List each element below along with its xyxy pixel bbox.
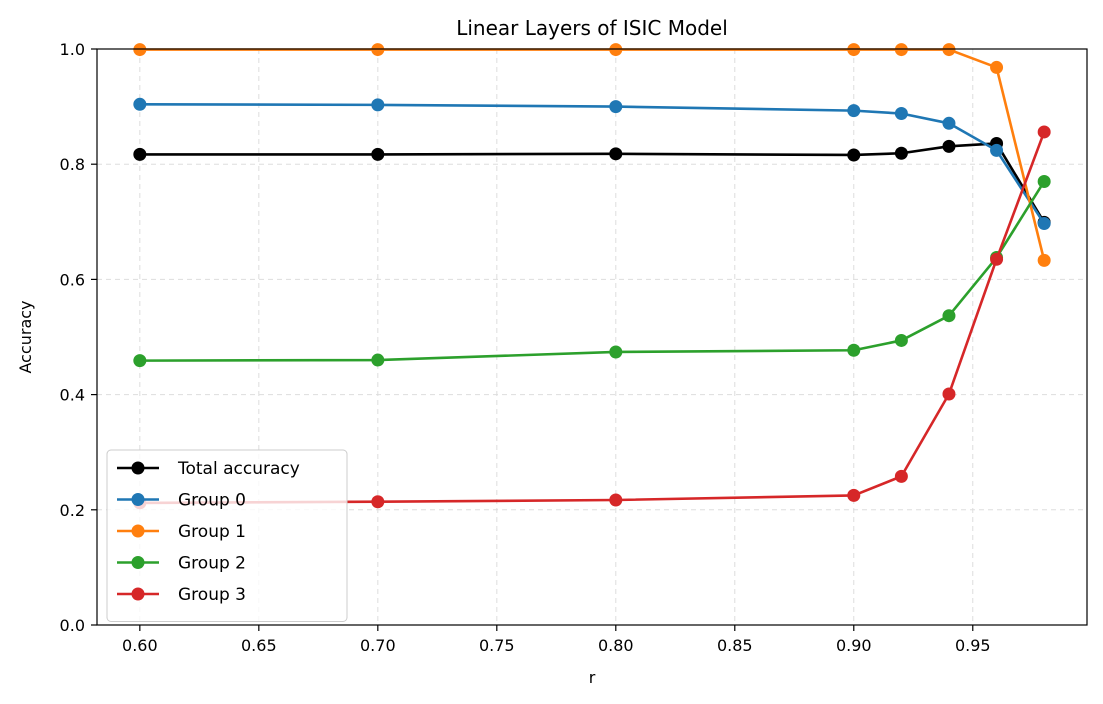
x-tick-label: 0.80 [598, 636, 634, 655]
x-axis-ticks: 0.60 0.65 0.70 0.75 0.80 0.85 0.90 0.95 [122, 625, 991, 655]
data-point-group-3 [609, 493, 623, 507]
legend: Total accuracy Group 0 Group 1 Group 2 Group… [106, 449, 348, 622]
data-point-group-2 [371, 353, 385, 367]
y-tick-label: 0.8 [60, 155, 85, 174]
data-point-total-accuracy [847, 148, 861, 162]
y-tick-label: 0.6 [60, 270, 85, 289]
x-tick-label: 0.75 [479, 636, 515, 655]
data-point-group-3 [1037, 125, 1051, 139]
series-line-group-3 [139, 131, 1046, 505]
data-point-group-3 [942, 387, 956, 401]
data-point-group-2 [133, 354, 147, 368]
data-point-group-3 [847, 488, 861, 502]
y-tick-label: 0.0 [60, 616, 85, 635]
data-point-group-3 [371, 495, 385, 509]
plot-frame [96, 48, 1088, 626]
data-point-total-accuracy [371, 147, 385, 161]
y-axis-title: Accuracy [16, 300, 35, 373]
data-point-group-0 [990, 143, 1004, 157]
data-point-total-accuracy [942, 139, 956, 153]
x-axis-title: r [589, 668, 596, 687]
y-tick-label: 0.4 [60, 386, 85, 405]
series-line-total-accuracy [139, 142, 1046, 224]
series-total-accuracy [133, 136, 1051, 229]
data-point-total-accuracy [894, 146, 908, 160]
data-point-total-accuracy [133, 147, 147, 161]
data-point-group-0 [371, 98, 385, 112]
series-line-group-2 [139, 180, 1046, 362]
x-tick-label: 0.90 [836, 636, 872, 655]
series-group-0 [133, 97, 1051, 231]
y-tick-label: 1.0 [60, 40, 85, 59]
x-tick-label: 0.95 [955, 636, 991, 655]
legend-swatch-marker [131, 587, 145, 601]
data-point-group-3 [990, 252, 1004, 266]
x-tick-label: 0.70 [360, 636, 396, 655]
data-point-group-0 [942, 116, 956, 130]
x-tick-label: 0.65 [241, 636, 277, 655]
legend-swatch-marker [131, 524, 145, 538]
legend-label: Group 2 [178, 554, 246, 574]
data-point-group-0 [1037, 217, 1051, 231]
legend-label: Group 0 [178, 491, 246, 511]
data-point-group-0 [609, 100, 623, 114]
legend-box [106, 449, 348, 622]
legend-label: Group 1 [178, 522, 246, 542]
x-tick-label: 0.85 [717, 636, 753, 655]
series-layer [133, 43, 1051, 510]
data-point-group-2 [1037, 174, 1051, 188]
y-axis-ticks: 0.0 0.2 0.4 0.6 0.8 1.0 [60, 40, 97, 635]
data-point-group-2 [894, 333, 908, 347]
legend-swatch-marker [131, 556, 145, 569]
series-line-group-0 [139, 102, 1046, 225]
data-point-group-2 [942, 309, 956, 323]
data-point-group-1 [990, 60, 1004, 74]
legend-swatch-marker [131, 493, 145, 506]
data-point-group-3 [894, 469, 908, 483]
data-point-group-2 [847, 343, 861, 357]
y-tick-label: 0.2 [60, 501, 85, 520]
x-tick-label: 0.60 [122, 636, 158, 655]
data-point-group-0 [894, 107, 908, 121]
data-point-total-accuracy [609, 147, 623, 161]
legend-swatch-marker [131, 461, 145, 475]
data-point-group-2 [609, 345, 623, 359]
legend-label: Group 3 [178, 585, 246, 605]
chart-title: Linear Layers of ISIC Model [456, 16, 728, 40]
data-point-group-1 [1037, 253, 1051, 267]
data-point-group-0 [133, 97, 147, 111]
legend-label: Total accuracy [177, 459, 300, 479]
data-point-group-0 [847, 104, 861, 118]
series-group-2 [133, 174, 1051, 368]
